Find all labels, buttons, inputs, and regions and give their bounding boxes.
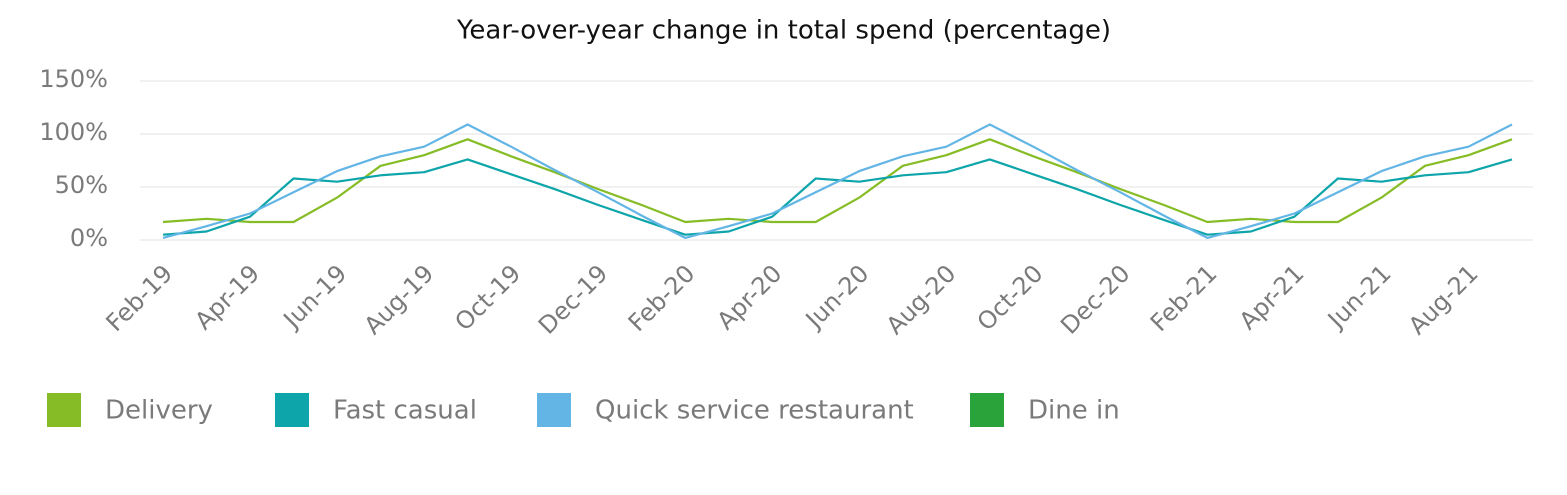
legend-label: Fast casual — [333, 396, 477, 426]
x-tick-label: Oct-20 — [972, 259, 1049, 336]
legend-swatch — [970, 393, 1004, 427]
y-tick-label: 100% — [39, 118, 108, 146]
x-tick-label: Jun-19 — [277, 259, 352, 334]
legend-label: Delivery — [105, 396, 213, 426]
series-line — [162, 138, 1513, 224]
x-tick-label: Feb-19 — [101, 259, 179, 337]
x-tick-label: Apr-20 — [712, 259, 788, 335]
legend-label: Quick service restaurant — [595, 396, 914, 426]
series-line — [162, 123, 1513, 239]
legend-swatch — [537, 393, 571, 427]
x-tick-label: Aug-19 — [359, 259, 440, 340]
x-tick-label: Dec-19 — [533, 259, 613, 339]
x-tick-label: Jun-21 — [1321, 259, 1396, 334]
chart-title: Year-over-year change in total spend (pe… — [456, 16, 1111, 46]
legend-swatch — [47, 393, 81, 427]
x-tick-label: Aug-21 — [1403, 259, 1484, 340]
x-tick-label: Apr-19 — [189, 259, 265, 335]
y-tick-label: 150% — [39, 65, 108, 93]
x-tick-label: Apr-21 — [1234, 259, 1310, 335]
series-line — [162, 158, 1513, 236]
legend-swatch — [275, 393, 309, 427]
x-tick-label: Feb-20 — [623, 259, 701, 337]
x-tick-label: Oct-19 — [449, 259, 526, 336]
legend-label: Dine in — [1028, 396, 1120, 426]
x-tick-label: Feb-21 — [1145, 259, 1223, 337]
y-tick-label: 0% — [70, 224, 108, 252]
x-tick-label: Jun-20 — [799, 259, 874, 334]
x-tick-label: Aug-20 — [881, 259, 962, 340]
x-tick-label: Dec-20 — [1055, 259, 1135, 339]
y-tick-label: 50% — [55, 171, 108, 199]
